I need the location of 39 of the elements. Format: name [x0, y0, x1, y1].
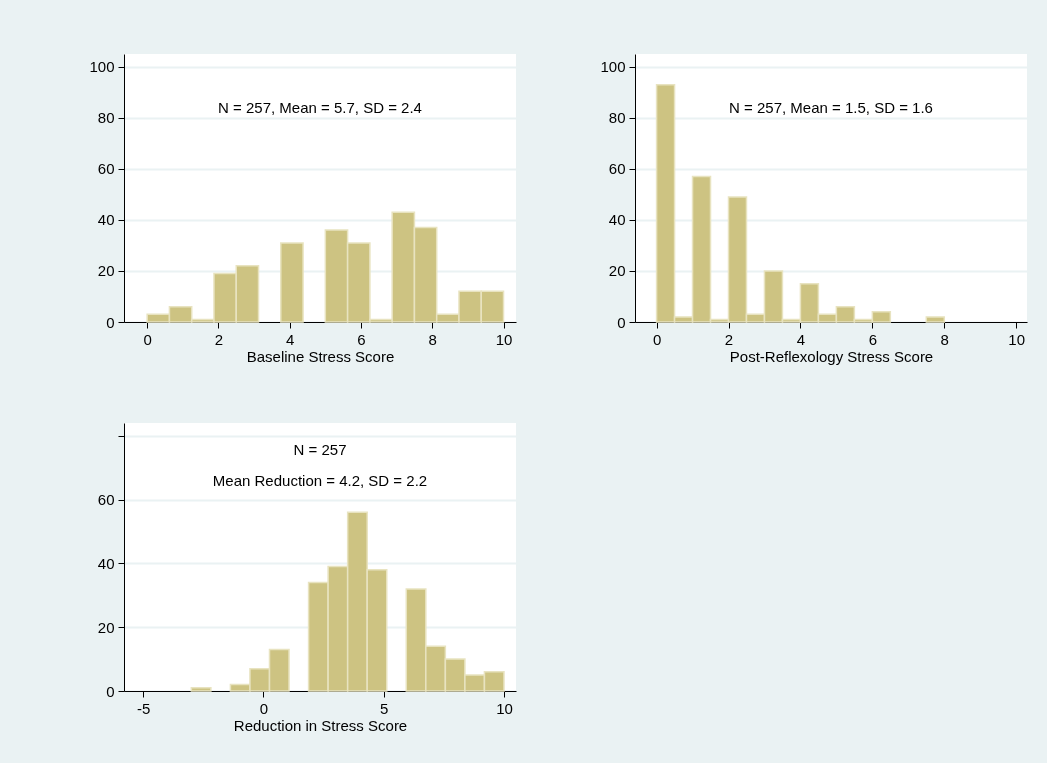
y-tick-label: 40 [97, 211, 115, 229]
x-axis-title: Post-Reflexology Stress Score [729, 347, 934, 365]
y-tick-label: 0 [617, 313, 626, 331]
y-tick-label: 0 [106, 313, 115, 331]
x-tick-label: 2 [724, 330, 734, 348]
y-tick-label: 20 [97, 618, 115, 636]
y-tick-label: 60 [97, 491, 115, 509]
y-tick-label: 80 [97, 109, 115, 127]
x-tick-label: 4 [796, 330, 806, 348]
y-tick-label: 20 [608, 262, 626, 280]
x-tick-label: 2 [214, 330, 224, 348]
y-tick-label: 20 [97, 262, 115, 280]
y-tick-label: 40 [97, 554, 115, 572]
x-tick-label: 8 [940, 330, 949, 348]
x-tick-label: 6 [868, 330, 878, 348]
x-tick-label: 10 [1008, 330, 1026, 348]
y-tick-label: 100 [89, 58, 115, 76]
x-tick-label: 6 [357, 330, 366, 348]
annotation: N = 257 [293, 440, 347, 458]
y-tick-label: 60 [97, 160, 115, 178]
x-axis-title: Baseline Stress Score [246, 347, 395, 365]
y-tick-label: 80 [608, 109, 626, 127]
x-tick-label: 4 [286, 330, 295, 348]
y-tick-label: 0 [106, 682, 115, 700]
x-tick-label: 0 [143, 330, 152, 348]
annotation: N = 257, Mean = 1.5, SD = 1.6 [729, 98, 933, 116]
x-axis-title: Reduction in Stress Score [233, 716, 408, 734]
x-tick-label: 0 [259, 699, 269, 717]
x-tick-label: -5 [137, 699, 151, 717]
x-tick-label: 8 [428, 330, 437, 348]
x-tick-label: 10 [496, 699, 513, 717]
y-tick-label: 100 [600, 58, 626, 76]
y-tick-label: 60 [608, 160, 626, 178]
annotation: N = 257, Mean = 5.7, SD = 2.4 [218, 98, 422, 116]
x-tick-label: 10 [495, 330, 513, 348]
y-tick-label: 40 [608, 211, 626, 229]
annotation: Mean Reduction = 4.2, SD = 2.2 [212, 471, 428, 489]
x-tick-label: 0 [652, 330, 662, 348]
x-tick-label: 5 [380, 699, 389, 717]
